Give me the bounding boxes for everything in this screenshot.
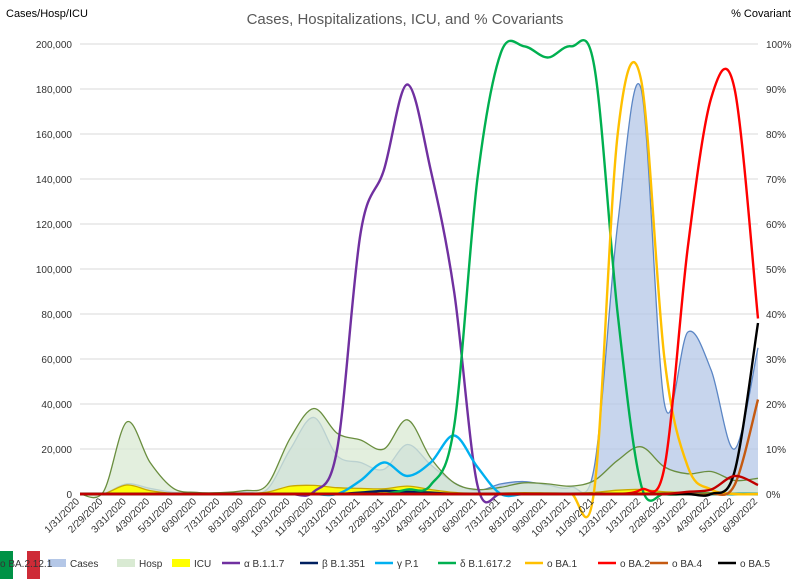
- legend-label-ba-1: ο BA.1: [547, 559, 577, 570]
- y-tick-label: 120,000: [36, 220, 73, 231]
- legend: Cases Hosp ICU α B.1.1.7 β B.1.351 γ P.1 δ B.1…: [0, 559, 770, 570]
- legend-label-b-1-1-7: α B.1.1.7: [244, 559, 285, 570]
- y2-tick-label: 70%: [766, 175, 786, 186]
- y2-tick-label: 50%: [766, 265, 786, 276]
- right-tick-labels: 0% 10% 20% 30% 40% 50% 60% 70% 80% 90% 100%: [766, 40, 792, 501]
- y2-tick-label: 20%: [766, 400, 786, 411]
- y-tick-label: 180,000: [36, 85, 73, 96]
- area-cases: [80, 83, 758, 495]
- y-tick-label: 100,000: [36, 265, 73, 276]
- line-series: [80, 39, 760, 519]
- flag-green-stripe: [0, 551, 13, 579]
- legend-label-icu: ICU: [194, 559, 211, 570]
- legend-swatch-hosp: [117, 559, 135, 567]
- y2-tick-label: 30%: [766, 355, 786, 366]
- flag-white-stripe: [13, 551, 27, 579]
- area-series: [79, 82, 759, 499]
- area-outline-hosp: [79, 407, 759, 499]
- flag: [0, 551, 40, 579]
- legend-label-hosp: Hosp: [139, 559, 163, 570]
- legend-label-ba-2-12-1: ο BA.2.12.1: [0, 559, 53, 570]
- line-ba-2-12-1: [80, 474, 759, 496]
- legend-label-b-1-351: β B.1.351: [322, 559, 365, 570]
- legend-label-ba-2: ο BA.2: [620, 559, 650, 570]
- y-tick-label: 40,000: [41, 400, 72, 411]
- legend-label-b-1-617-2: δ B.1.617.2: [460, 559, 512, 570]
- y-tick-label: 20,000: [41, 445, 72, 456]
- y-tick-label: 140,000: [36, 175, 73, 186]
- y2-tick-label: 10%: [766, 445, 786, 456]
- y2-tick-label: 40%: [766, 310, 786, 321]
- flag-red-stripe: [27, 551, 40, 579]
- chart-title: Cases, Hospitalizations, ICU, and % Cova…: [247, 11, 564, 28]
- legend-swatch-cases: [48, 559, 66, 567]
- left-tick-labels: 0 20,000 40,000 60,000 80,000 100,000 120,000 1…: [36, 40, 73, 501]
- y-tick-label: 160,000: [36, 130, 73, 141]
- y-tick-label: 80,000: [41, 310, 72, 321]
- legend-label-p-1: γ P.1: [397, 559, 419, 570]
- y-tick-label: 200,000: [36, 40, 73, 51]
- y-tick-label: 0: [66, 490, 72, 501]
- y2-tick-label: 60%: [766, 220, 786, 231]
- legend-swatch-icu: [172, 559, 190, 567]
- y2-tick-label: 90%: [766, 85, 786, 96]
- legend-label-ba-4: ο BA.4: [672, 559, 702, 570]
- y2-tick-label: 0%: [766, 490, 781, 501]
- x-tick-labels: 1/31/20202/29/20203/31/20204/30/20205/31…: [43, 496, 761, 539]
- y2-tick-label: 100%: [766, 40, 792, 51]
- y2-tick-label: 80%: [766, 130, 786, 141]
- right-axis-title: % Covariant: [731, 8, 791, 20]
- left-axis-title: Cases/Hosp/ICU: [6, 8, 88, 20]
- y-tick-label: 60,000: [41, 355, 72, 366]
- area-hosp: [80, 408, 758, 498]
- legend-label-ba-5: ο BA.5: [740, 559, 770, 570]
- legend-label-cases: Cases: [70, 559, 98, 570]
